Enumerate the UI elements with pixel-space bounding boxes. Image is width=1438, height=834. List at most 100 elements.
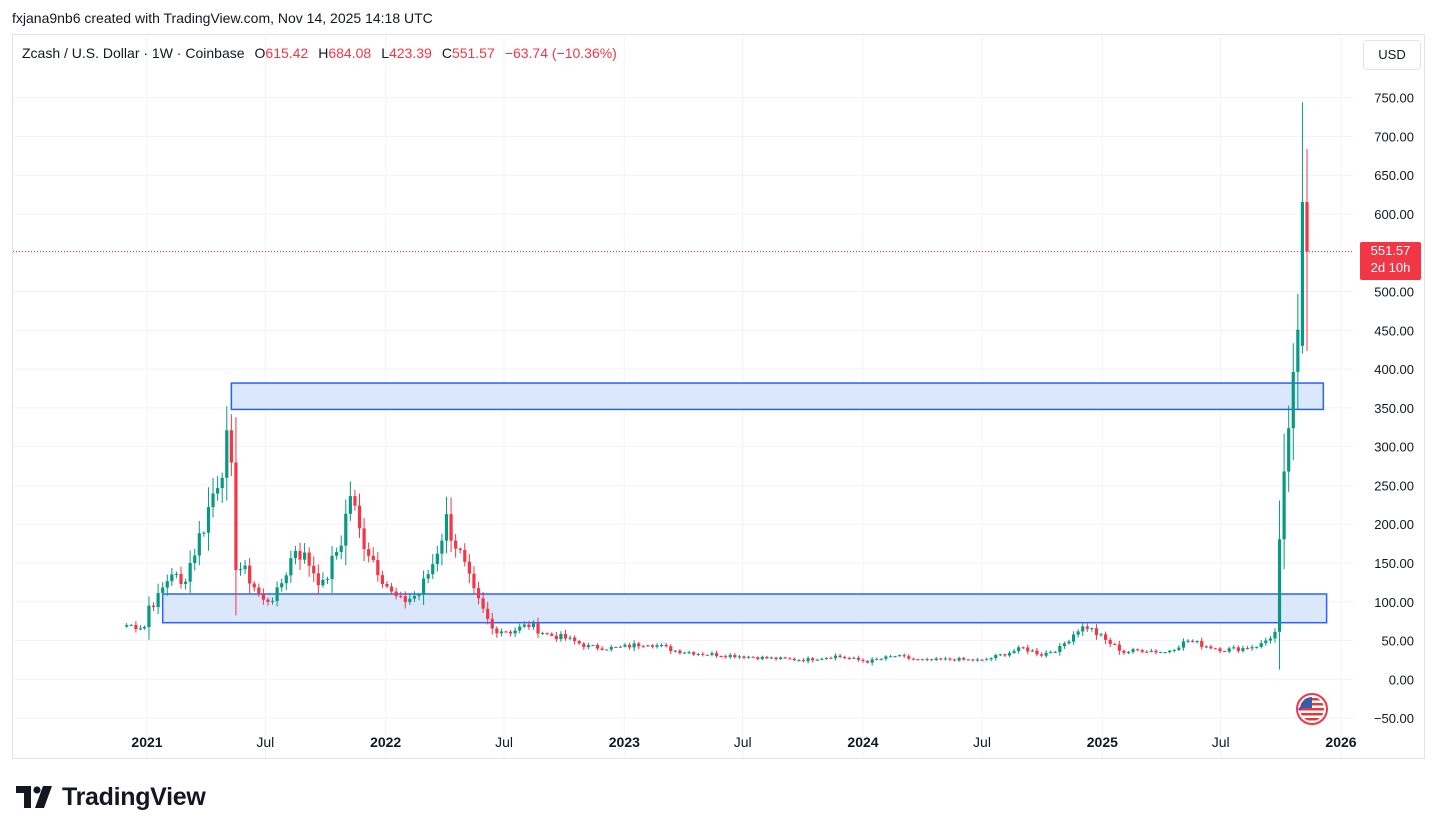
candle-body — [650, 645, 655, 647]
candle-body — [1104, 634, 1108, 640]
candle-body — [1213, 648, 1218, 650]
candle-body — [1200, 640, 1204, 647]
candle-body — [911, 658, 915, 660]
time-axis: 2021 Jul 2022 Jul 2023 Jul 2024 Jul 2025 Jul 2026 — [131, 734, 1356, 750]
candle-body — [289, 558, 293, 576]
candle-body — [801, 660, 806, 662]
candle-body — [1250, 647, 1254, 649]
candle-body — [577, 641, 581, 644]
candle-body — [696, 653, 700, 655]
currency-button[interactable]: USD — [1363, 40, 1421, 70]
candle-body — [1273, 631, 1277, 639]
candle-body — [536, 623, 540, 634]
candle-body — [147, 605, 151, 628]
candle-body — [843, 657, 847, 659]
candle-body — [499, 631, 504, 634]
candle-body — [719, 656, 723, 658]
candle-body — [444, 514, 449, 541]
support-resistance-zone — [161, 593, 1328, 624]
candle-body — [1305, 202, 1309, 252]
candle-body — [321, 579, 325, 586]
candle-body — [472, 573, 476, 589]
candle-body — [467, 561, 471, 574]
candle-body — [1177, 647, 1181, 650]
candle-body — [678, 650, 682, 654]
symbol-legend[interactable]: Zcash / U.S. Dollar · 1W · Coinbase O615.… — [22, 45, 617, 61]
candle-body — [971, 659, 975, 661]
candle-body — [1108, 639, 1112, 645]
candle-body — [1168, 650, 1172, 653]
candle-body — [751, 656, 755, 658]
candle-body — [357, 505, 362, 529]
candle-body — [188, 563, 192, 582]
candle-body — [1136, 649, 1140, 651]
candle-body — [275, 587, 279, 601]
symbol-title: Zcash / U.S. Dollar · 1W · Coinbase — [22, 45, 245, 61]
candle-body — [417, 594, 421, 596]
candle-body — [1062, 643, 1067, 646]
candle-body — [673, 650, 677, 652]
candle-body — [330, 555, 334, 579]
candle-body — [399, 595, 403, 597]
candle-body — [202, 532, 206, 534]
candle-body — [257, 587, 261, 594]
candle-body — [1218, 648, 1222, 652]
us-flag-event-icon[interactable] — [1296, 693, 1328, 725]
candle-body — [1140, 650, 1144, 652]
candle-body — [1241, 648, 1245, 651]
candle-body — [925, 659, 929, 661]
candle-body — [1236, 647, 1240, 651]
y-tick-label: 650.00 — [1374, 168, 1414, 183]
candle-body — [266, 599, 270, 602]
tradingview-brand[interactable]: TradingView — [16, 782, 206, 812]
candle-body — [1291, 371, 1295, 429]
candle-body — [774, 657, 778, 660]
candle-body — [1300, 202, 1305, 346]
candle-body — [344, 513, 348, 546]
open-value: 615.42 — [265, 45, 309, 61]
candle-body — [637, 643, 641, 647]
x-tick-label: 2022 — [370, 734, 401, 750]
candle-body — [989, 658, 993, 660]
candle-body — [174, 573, 179, 575]
candle-body — [211, 493, 215, 508]
candle-body — [335, 551, 339, 556]
candle-body — [243, 565, 247, 570]
candle-body — [1163, 652, 1167, 654]
candle-body — [646, 645, 650, 647]
candle-body — [980, 659, 984, 661]
candle-body — [824, 657, 828, 659]
candle-body — [728, 654, 732, 658]
candle-body — [1117, 644, 1121, 651]
high-value: 684.08 — [328, 45, 372, 61]
candle-body — [1035, 650, 1039, 655]
candle-body — [298, 551, 302, 560]
candle-body — [623, 644, 627, 647]
candle-body — [682, 652, 687, 654]
candle-body — [508, 631, 513, 634]
x-tick-label: 2024 — [847, 734, 878, 750]
candle-body — [957, 657, 961, 661]
candle-body — [605, 649, 609, 651]
candle-body — [765, 656, 769, 659]
candle-body — [371, 555, 375, 561]
candle-body — [779, 657, 783, 660]
candle-body — [270, 600, 275, 602]
candle-body — [710, 653, 714, 655]
candle-body — [463, 549, 467, 562]
x-tick-label: Jul — [973, 734, 991, 750]
candle-body — [1190, 640, 1195, 642]
candle-body — [229, 430, 233, 463]
candle-body — [151, 605, 156, 607]
candle-body — [1158, 652, 1163, 654]
candle-body — [449, 514, 453, 541]
candle-body — [898, 655, 902, 657]
candle-body — [852, 657, 856, 659]
candle-body — [1145, 651, 1149, 653]
candle-body — [1067, 641, 1071, 644]
candle-body — [481, 598, 485, 609]
candle-body — [142, 627, 146, 629]
candle-body — [234, 462, 238, 571]
candle-body — [1181, 641, 1186, 648]
